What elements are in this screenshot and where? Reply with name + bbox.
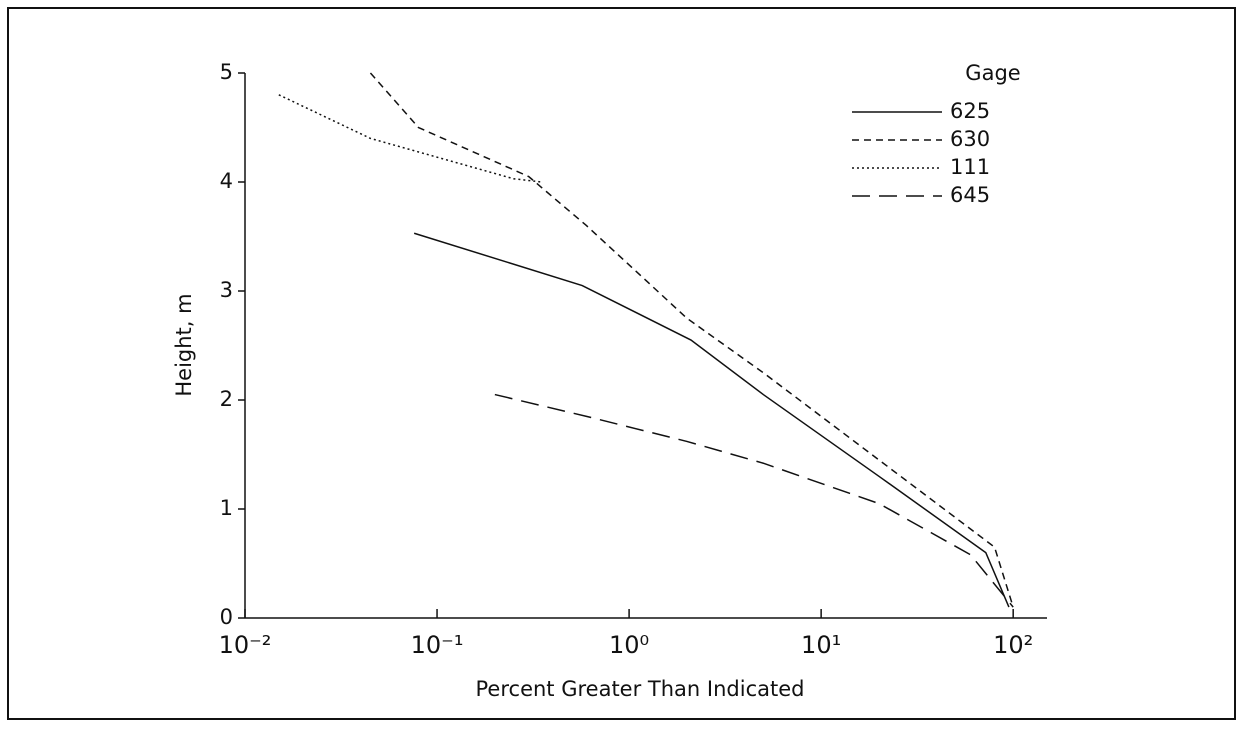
x-tick-label: 10⁻¹: [411, 631, 464, 659]
y-tick-label: 4: [220, 169, 233, 193]
y-tick-label: 1: [220, 496, 233, 520]
y-tick-label: 3: [220, 278, 233, 302]
x-tick-label: 10⁰: [609, 631, 649, 659]
series-line: [413, 232, 1010, 608]
x-axis-label: Percent Greater Than Indicated: [476, 677, 805, 701]
series-line: [494, 393, 1014, 608]
series-line: [369, 72, 1014, 608]
legend-label: 645: [950, 183, 990, 207]
x-tick-label: 10⁻²: [219, 631, 272, 659]
x-tick-label: 10²: [993, 631, 1033, 659]
series-line: [278, 94, 542, 183]
legend-label: 625: [950, 99, 990, 123]
y-tick-label: 0: [220, 605, 233, 629]
legend-title: Gage: [965, 61, 1020, 85]
frame: [7, 7, 1236, 720]
legend-label: 630: [950, 127, 990, 151]
legend-label: 111: [950, 155, 990, 179]
y-tick-label: 2: [220, 387, 233, 411]
y-tick-label: 5: [220, 60, 233, 84]
x-tick-label: 10¹: [801, 631, 841, 659]
y-axis-label: Height, m: [172, 293, 196, 396]
